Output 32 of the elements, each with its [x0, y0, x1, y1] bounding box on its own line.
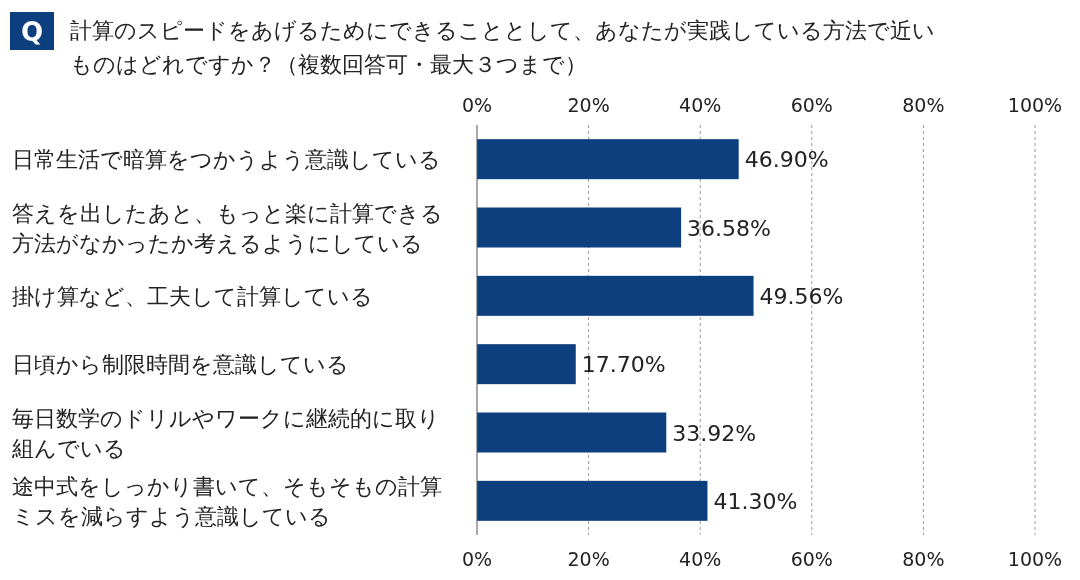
x-tick-label: 60%: [790, 94, 833, 116]
data-label: 33.92%: [672, 420, 757, 446]
y-tick-label: 途中式をしっかり書いて、そもそもの計算ミスを減らすよう意識している: [12, 473, 442, 529]
bar: [477, 139, 739, 180]
y-tick-label: 答えを出したあと、もっと楽に計算できる方法がなかったか考えるようにしている: [12, 200, 443, 256]
x2-tick-label: 100%: [1007, 548, 1063, 570]
x-tick-label: 100%: [1007, 94, 1063, 116]
text: Q: [20, 17, 44, 47]
x-tick-label: 40%: [679, 94, 722, 116]
x2-tick-label: 40%: [679, 548, 722, 570]
x2-tick-label: 60%: [790, 548, 833, 570]
y-tick-label: 日頃から制限時間を意識している: [12, 352, 349, 378]
bar: [477, 207, 682, 248]
x-tick-label: 20%: [567, 94, 610, 116]
bar: [477, 344, 576, 385]
x2-tick-label: 0%: [461, 548, 493, 570]
y-tick-label: 掛け算など、工夫して計算している: [12, 283, 373, 309]
chart-title: 計算のスピードをあげるためにできることとして、あなたが実践している方法で近いものはどれですか？（複数回答可・最大３つまで）: [70, 18, 935, 77]
data-label: 17.70%: [581, 352, 666, 378]
bar: [477, 275, 754, 316]
data-label: 49.56%: [759, 283, 844, 309]
x-tick-label: 0%: [461, 94, 493, 116]
y-tick-label: 日常生活で暗算をつかうよう意識している: [12, 147, 441, 173]
data-label: 41.30%: [713, 488, 798, 514]
x-tick-label: 80%: [902, 94, 945, 116]
x2-tick-label: 80%: [902, 548, 945, 570]
data-label: 36.58%: [687, 215, 772, 241]
bar: [477, 480, 708, 521]
bar: [477, 412, 667, 453]
x2-tick-label: 20%: [567, 548, 610, 570]
data-label: 46.90%: [744, 147, 829, 173]
y-tick-label: 毎日数学のドリルやワークに継続的に取り組んでいる: [11, 405, 440, 461]
